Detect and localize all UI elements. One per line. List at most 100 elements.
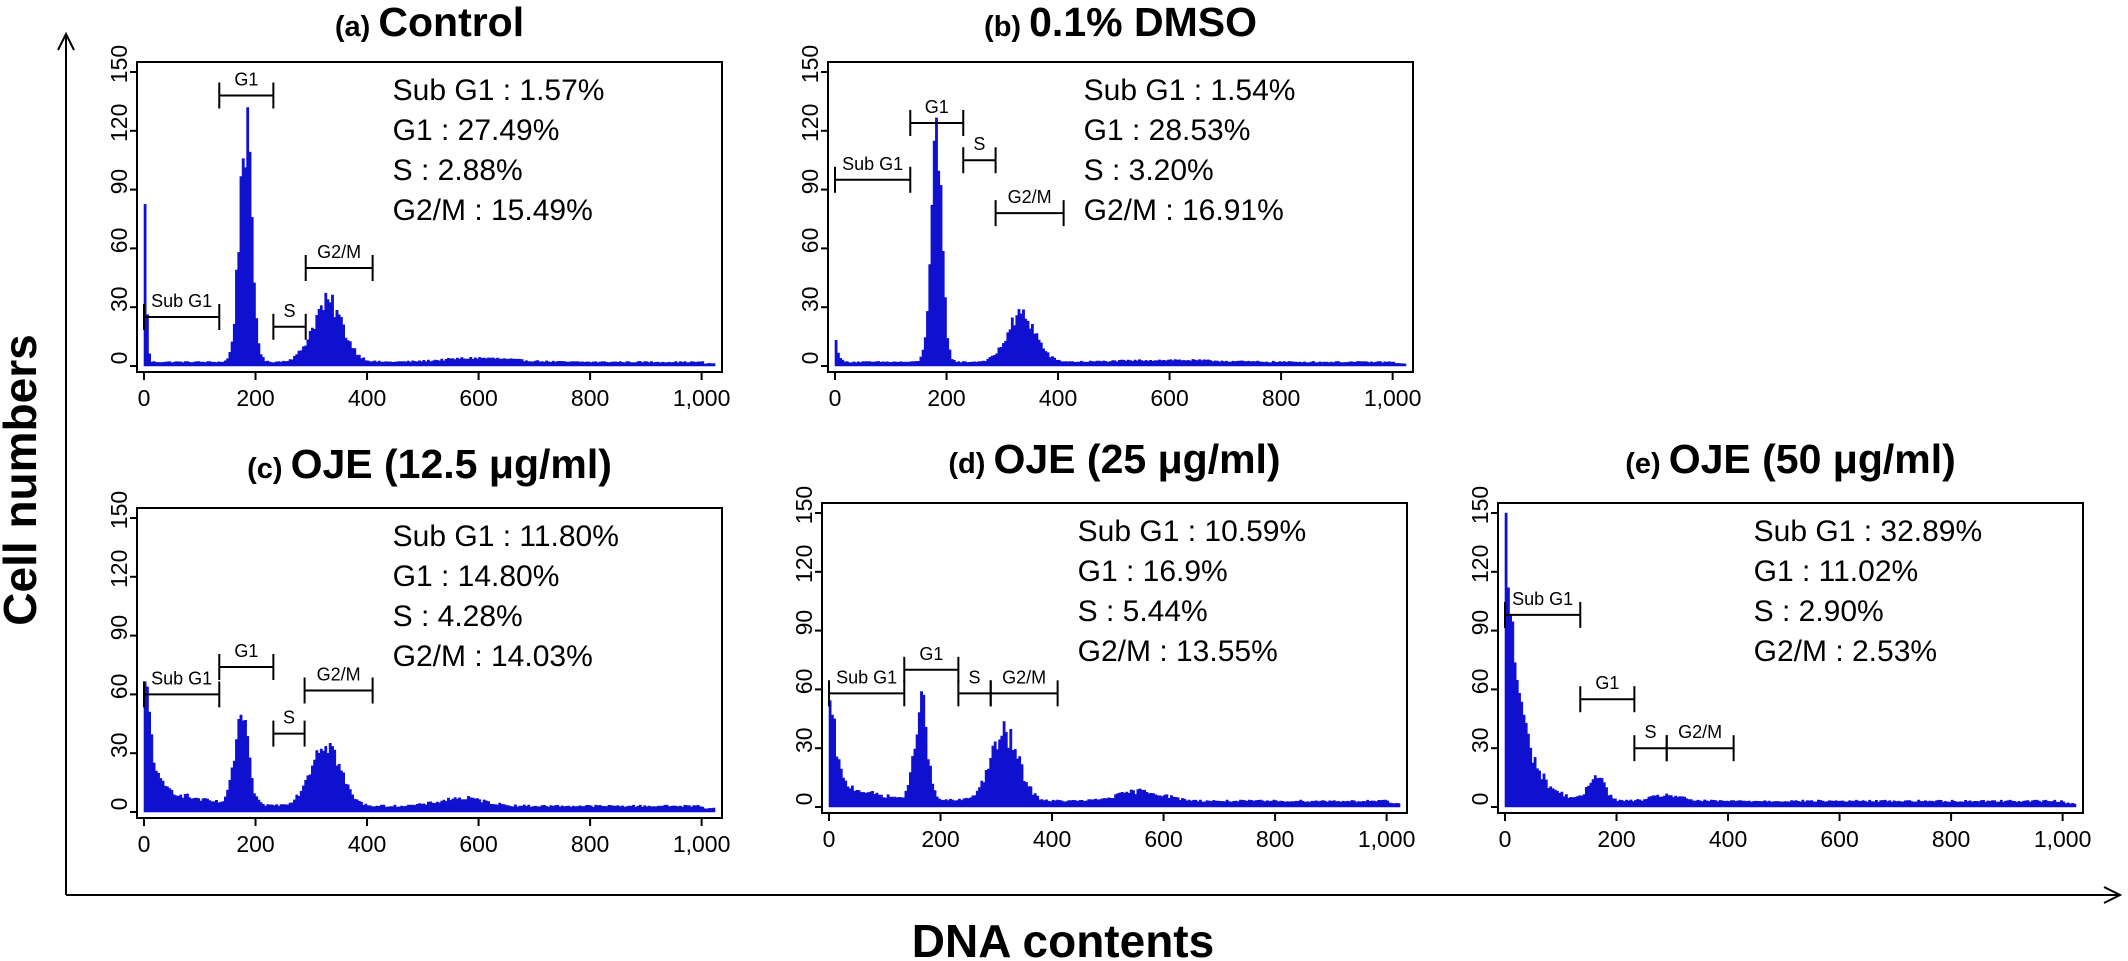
y-tick-label: 60 (791, 669, 817, 695)
y-tick-label: 0 (1467, 793, 1493, 806)
y-tick-label: 30 (106, 286, 132, 312)
y-tick-label: 60 (106, 674, 132, 700)
phase-percentage: Sub G1 : 1.54% (1084, 74, 1296, 107)
gate-label: G2/M (1678, 722, 1722, 742)
y-tick-label: 120 (791, 545, 817, 583)
gate-label: G1 (925, 97, 949, 117)
gate-label: Sub G1 (151, 668, 212, 688)
plot-frame (1497, 502, 2084, 814)
y-tick-label: 60 (1467, 669, 1493, 695)
gate-label: S (284, 301, 296, 321)
gate-marker: G2/M (304, 242, 374, 281)
gate-marker: S (272, 708, 306, 747)
panel-letter: (d) (948, 448, 993, 480)
phase-percentage: G2/M : 13.55% (1078, 635, 1278, 668)
x-tick-label: 200 (921, 826, 959, 852)
panel-letter: (c) (247, 453, 291, 485)
histogram-bars (143, 681, 716, 813)
y-tick-label: 0 (106, 798, 132, 811)
y-tick-label: 30 (791, 727, 817, 753)
gate-marker: G1 (909, 97, 965, 136)
panel-title: (e) OJE (50 μg/ml) (1625, 436, 1956, 482)
figure-x-axis-title: DNA contents (912, 915, 1214, 961)
x-tick-label: 1,000 (1364, 385, 1422, 411)
phase-percentage: Sub G1 : 10.59% (1078, 515, 1307, 548)
gate-label: Sub G1 (836, 667, 897, 687)
x-tick-label: 0 (829, 385, 842, 411)
phase-percentage: S : 2.90% (1754, 595, 1884, 628)
gate-label: Sub G1 (1512, 589, 1573, 609)
phase-percentage: G1 : 28.53% (1084, 114, 1251, 147)
gate-marker: G2/M (989, 667, 1059, 707)
gate-label: S (1645, 722, 1657, 742)
x-tick-label: 1,000 (1358, 826, 1416, 852)
phase-percentage: Sub G1 : 1.57% (393, 74, 605, 107)
x-tick-label: 400 (1709, 826, 1747, 852)
histogram-bars (1504, 512, 2077, 808)
gate-label: G1 (1595, 673, 1619, 693)
x-tick-label: 800 (1256, 826, 1294, 852)
y-tick-label: 0 (797, 352, 823, 365)
x-tick-label: 800 (571, 831, 609, 857)
plot-frame (136, 61, 723, 373)
panel-title-text: Control (378, 0, 524, 45)
y-tick-label: 150 (106, 491, 132, 529)
gate-label: S (283, 708, 295, 728)
y-tick-label: 60 (106, 228, 132, 254)
y-tick-label: 30 (797, 286, 823, 312)
histogram-panel: (b) 0.1% DMSO 0 30 60 90 120 150 0 200 400 600 800 1… (797, 0, 1421, 411)
panel-title: (b) 0.1% DMSO (984, 0, 1257, 45)
gate-marker: G1 (1579, 673, 1636, 713)
plot-frame (136, 507, 723, 819)
y-tick-label: 150 (106, 45, 132, 83)
gate-marker: S (1633, 722, 1668, 762)
y-tick-label: 90 (797, 169, 823, 195)
panel-title-text: OJE (50 μg/ml) (1669, 436, 1956, 482)
panel-title-text: OJE (12.5 μg/ml) (291, 441, 612, 487)
phase-percentage: G1 : 27.49% (393, 114, 560, 147)
gate-label: G2/M (1002, 667, 1046, 687)
x-tick-label: 600 (1144, 826, 1182, 852)
gate-label: S (973, 134, 985, 154)
histogram-panel: (a) Control 0 30 60 90 120 150 0 200 400 600 800 1,0… (106, 0, 730, 411)
histogram-bars (143, 107, 716, 367)
gate-label: G1 (919, 644, 943, 664)
y-tick-label: 90 (106, 615, 132, 641)
phase-percentage: S : 5.44% (1078, 595, 1208, 628)
x-tick-label: 1,000 (673, 831, 731, 857)
panel-title: (c) OJE (12.5 μg/ml) (247, 441, 612, 487)
y-tick-label: 30 (1467, 727, 1493, 753)
x-tick-label: 0 (823, 826, 836, 852)
x-tick-label: 0 (138, 831, 151, 857)
gate-marker: Sub G1 (143, 668, 221, 708)
phase-percentage: G1 : 16.9% (1078, 555, 1228, 588)
gate-marker: Sub G1 (143, 291, 221, 330)
y-tick-label: 120 (1467, 545, 1493, 583)
gate-label: G2/M (317, 664, 361, 684)
y-tick-label: 60 (797, 228, 823, 254)
x-tick-label: 600 (1150, 385, 1188, 411)
panel-title: (d) OJE (25 μg/ml) (948, 436, 1280, 482)
phase-percentage: Sub G1 : 32.89% (1754, 515, 1983, 548)
phase-percentage: S : 4.28% (393, 600, 523, 633)
gate-label: Sub G1 (151, 291, 212, 311)
phase-percentage: G2/M : 2.53% (1754, 635, 1937, 668)
y-tick-label: 120 (106, 550, 132, 588)
phase-percentage: S : 3.20% (1084, 154, 1214, 187)
y-tick-label: 120 (797, 104, 823, 142)
gate-label: G2/M (317, 242, 361, 262)
phase-percentage: G1 : 11.02% (1754, 555, 1919, 588)
gate-marker: G1 (218, 70, 275, 109)
histogram-bars (828, 691, 1401, 808)
panel-title: (a) Control (335, 0, 524, 45)
x-tick-label: 400 (348, 831, 386, 857)
gate-marker: S (272, 301, 307, 340)
histogram-bars (834, 117, 1407, 367)
x-tick-label: 600 (459, 831, 497, 857)
x-tick-label: 1,000 (2034, 826, 2092, 852)
histogram-panel: (d) OJE (25 μg/ml) 0 30 60 90 120 150 0 200 400 60… (791, 436, 1415, 852)
y-tick-label: 90 (1467, 610, 1493, 636)
gate-label: S (969, 667, 981, 687)
x-tick-label: 0 (138, 385, 151, 411)
x-tick-label: 800 (1932, 826, 1970, 852)
